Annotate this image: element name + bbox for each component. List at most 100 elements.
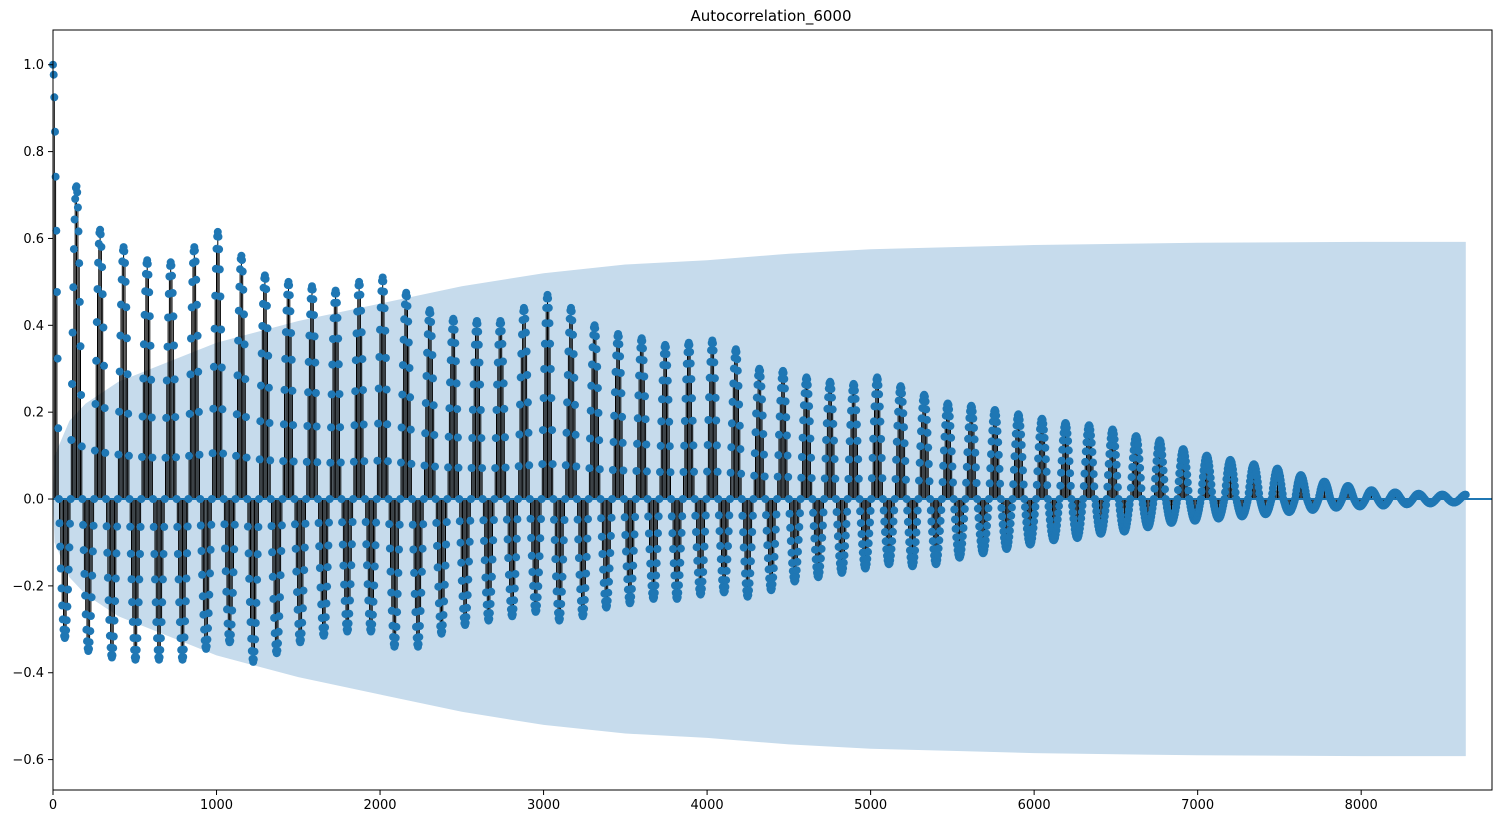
- acf-point: [575, 570, 584, 579]
- acf-point: [120, 247, 129, 256]
- x-tick-label: 8000: [1345, 798, 1378, 813]
- acf-point: [950, 505, 959, 514]
- acf-point: [54, 424, 63, 433]
- acf-point: [572, 462, 581, 471]
- acf-point: [728, 397, 737, 406]
- x-tick-label: 6000: [1018, 798, 1051, 813]
- acf-point: [805, 402, 814, 411]
- acf-point: [274, 639, 282, 648]
- acf-point: [821, 454, 830, 463]
- acf-point: [380, 304, 389, 313]
- acf-point: [304, 357, 313, 366]
- acf-point: [266, 456, 275, 465]
- acf-point: [591, 324, 600, 333]
- acf-point: [687, 375, 696, 384]
- y-axis-ticks: −0.6 −0.4 −0.2 0.0 0.2 0.4 0.6 0.8 1.0: [12, 58, 53, 768]
- acf-point: [121, 259, 129, 267]
- acf-point: [551, 555, 560, 564]
- acf-point: [584, 515, 592, 524]
- acf-point: [975, 522, 984, 531]
- acf-point: [1031, 502, 1040, 511]
- x-tick-label: 1000: [200, 798, 233, 813]
- acf-point: [339, 561, 348, 570]
- acf-point: [87, 593, 96, 602]
- acf-point: [890, 495, 899, 503]
- acf-point: [455, 517, 464, 526]
- acf-point: [158, 598, 167, 607]
- acf-point: [197, 547, 206, 555]
- acf-point: [582, 552, 591, 561]
- acf-point: [643, 495, 652, 503]
- y-tick-label: −0.6: [12, 753, 44, 768]
- acf-point: [677, 528, 686, 537]
- acf-point: [771, 539, 780, 548]
- acf-point: [959, 524, 968, 532]
- acf-point: [1079, 495, 1088, 503]
- acf-point: [204, 609, 213, 618]
- acf-point: [497, 327, 506, 335]
- acf-point: [875, 390, 884, 399]
- acf-point: [727, 443, 736, 452]
- acf-point: [502, 515, 511, 524]
- acf-point: [702, 495, 711, 503]
- acf-point: [1087, 438, 1096, 447]
- acf-point: [757, 382, 766, 391]
- acf-point: [265, 419, 274, 427]
- acf-point: [168, 271, 176, 280]
- acf-point: [326, 458, 335, 467]
- acf-point: [1103, 482, 1112, 491]
- acf-point: [569, 350, 578, 359]
- acf-point: [779, 369, 788, 377]
- acf-point: [79, 520, 88, 529]
- acf-point: [395, 520, 404, 529]
- acf-point: [1034, 443, 1043, 451]
- acf-point: [156, 646, 165, 654]
- acf-point: [514, 495, 523, 503]
- acf-point: [595, 436, 604, 445]
- acf-point: [570, 373, 579, 382]
- acf-point: [480, 556, 489, 565]
- acf-point: [374, 384, 383, 393]
- acf-point: [267, 522, 276, 531]
- acf-point: [1042, 467, 1051, 476]
- acf-point: [958, 532, 967, 541]
- acf-point: [1030, 510, 1039, 519]
- acf-point: [1007, 511, 1016, 520]
- acf-point: [733, 366, 742, 375]
- acf-point: [970, 423, 978, 432]
- acf-point: [584, 495, 593, 503]
- acf-point: [139, 340, 148, 349]
- acf-point: [190, 246, 199, 255]
- acf-point: [487, 572, 496, 581]
- acf-point: [147, 413, 156, 422]
- acf-point: [562, 428, 571, 437]
- acf-point: [911, 538, 920, 547]
- acf-point: [568, 316, 577, 325]
- acf-point: [203, 635, 212, 644]
- acf-point: [244, 549, 253, 558]
- acf-point: [1113, 483, 1122, 492]
- acf-point: [1005, 526, 1014, 535]
- acf-point: [1461, 490, 1470, 499]
- acf-point: [239, 285, 248, 294]
- acf-point: [209, 404, 218, 413]
- acf-point: [559, 536, 568, 545]
- acf-point: [467, 495, 475, 503]
- acf-point: [481, 573, 490, 582]
- acf-point: [1081, 447, 1090, 456]
- acf-point: [652, 571, 661, 580]
- acf-point: [349, 495, 358, 503]
- acf-point: [770, 552, 779, 561]
- acf-point: [289, 457, 298, 466]
- acf-point: [652, 559, 661, 568]
- acf-point: [591, 332, 600, 341]
- acf-point: [713, 467, 722, 476]
- acf-point: [892, 455, 901, 464]
- acf-point: [997, 503, 1006, 512]
- acf-point: [877, 454, 886, 462]
- acf-point: [509, 605, 518, 613]
- acf-point: [928, 527, 937, 536]
- acf-point: [926, 506, 935, 515]
- acf-point: [387, 588, 396, 597]
- acf-point: [375, 353, 384, 361]
